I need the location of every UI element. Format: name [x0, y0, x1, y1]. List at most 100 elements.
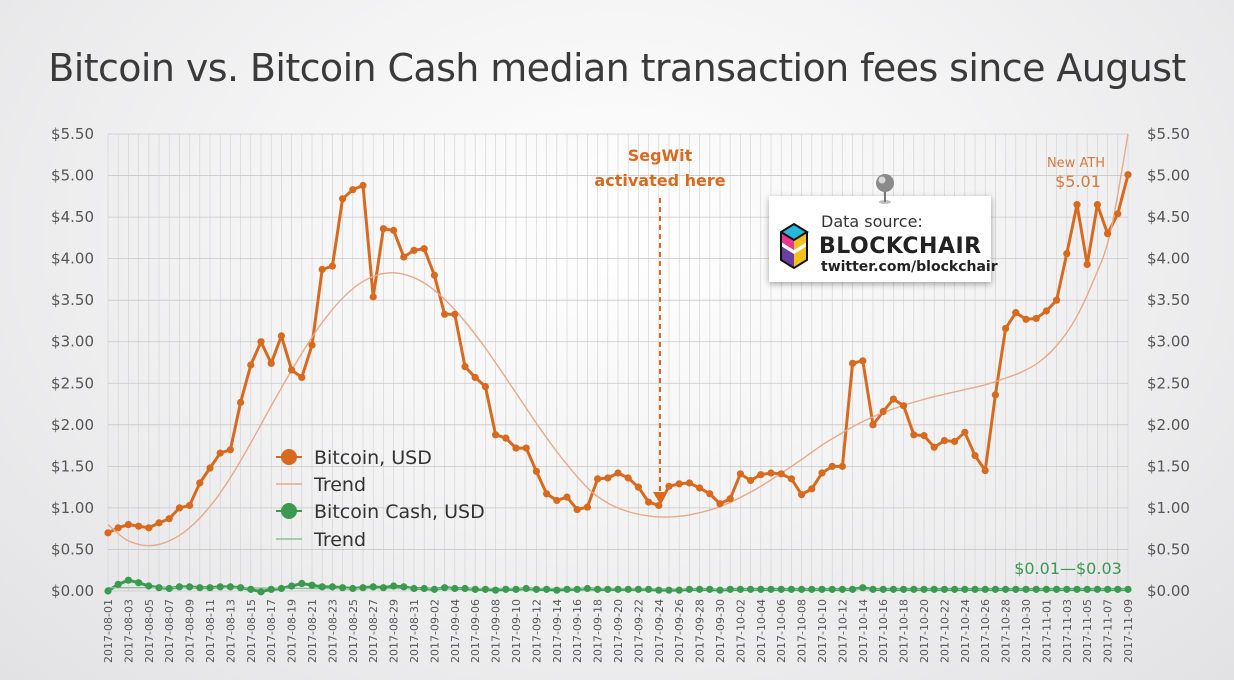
data-point-2: [247, 585, 255, 593]
data-point-0: [828, 462, 836, 470]
y-tick-left: $3.50: [51, 291, 94, 309]
data-point-0: [553, 496, 561, 505]
data-point-0: [461, 363, 469, 371]
bch-range-label: $0.01—$0.03: [1014, 559, 1122, 578]
data-point-2: [645, 585, 653, 593]
data-point-0: [910, 431, 918, 439]
data-point-0: [624, 474, 632, 482]
data-point-2: [471, 585, 479, 593]
data-point-2: [461, 584, 469, 593]
data-point-2: [124, 576, 132, 584]
x-tick: 2017-10-16: [877, 599, 890, 663]
data-point-0: [920, 432, 928, 440]
data-point-2: [614, 585, 622, 593]
data-point-2: [828, 585, 836, 593]
data-point-2: [400, 583, 408, 591]
data-point-2: [1002, 585, 1010, 593]
x-tick: 2017-08-11: [204, 599, 217, 663]
x-tick: 2017-11-01: [1040, 599, 1053, 663]
data-point-0: [400, 253, 408, 261]
chart-title: Bitcoin vs. Bitcoin Cash median transact…: [48, 46, 1186, 90]
x-tick: 2017-09-06: [469, 599, 482, 663]
data-point-2: [777, 585, 785, 593]
y-tick-left: $4.00: [51, 250, 94, 268]
x-tick: 2017-08-25: [347, 599, 360, 663]
series-points: [104, 171, 1132, 596]
data-point-0: [991, 391, 1000, 399]
legend-bitcoin-marker: [281, 449, 297, 465]
data-source-handle: twitter.com/blockchair: [821, 259, 998, 275]
data-point-2: [359, 584, 367, 592]
x-tick: 2017-08-19: [286, 599, 299, 663]
data-point-2: [512, 585, 520, 593]
y-tick-left: $2.50: [51, 374, 94, 392]
data-point-2: [155, 584, 163, 592]
data-point-2: [543, 585, 551, 593]
x-tick: 2017-09-04: [449, 599, 462, 663]
x-axis: 2017-08-01 2017-08-03 2017-08-05 2017-08-07…: [102, 599, 1135, 663]
data-point-2: [910, 585, 918, 593]
data-point-0: [961, 428, 969, 436]
data-point-2: [889, 585, 898, 593]
data-point-0: [492, 431, 500, 439]
data-point-0: [247, 361, 255, 369]
data-point-0: [379, 225, 387, 233]
data-point-0: [716, 500, 724, 508]
data-point-2: [492, 586, 500, 594]
segwit-label-line2: activated here: [594, 171, 725, 190]
y-tick-right: $2.00: [1147, 416, 1190, 434]
data-point-0: [736, 470, 745, 478]
data-point-2: [634, 585, 643, 593]
x-tick: 2017-08-05: [143, 599, 156, 663]
data-point-0: [940, 437, 949, 445]
data-point-0: [502, 434, 510, 442]
ath-label: New ATH: [1047, 156, 1105, 171]
data-point-0: [155, 519, 163, 527]
data-point-2: [716, 586, 724, 594]
data-point-0: [808, 485, 816, 493]
data-point-0: [481, 382, 489, 391]
data-point-2: [624, 585, 632, 593]
data-point-0: [675, 480, 683, 488]
y-tick-left: $0.00: [51, 582, 94, 600]
data-point-0: [726, 495, 734, 503]
data-point-2: [420, 584, 428, 593]
data-point-0: [114, 524, 122, 532]
x-tick: 2017-09-28: [694, 599, 707, 663]
data-point-0: [216, 449, 224, 457]
x-tick: 2017-08-31: [408, 599, 421, 663]
data-point-0: [583, 503, 592, 511]
data-point-2: [879, 585, 887, 593]
y-tick-left: $3.00: [51, 333, 94, 351]
x-tick: 2017-09-26: [673, 599, 686, 663]
data-point-2: [930, 585, 938, 593]
data-point-0: [441, 310, 449, 318]
data-point-2: [573, 585, 581, 593]
data-point-0: [787, 475, 796, 483]
data-point-2: [522, 584, 530, 593]
y-tick-left: $5.50: [51, 125, 94, 143]
data-source-box: Data source: BLOCKCHAIR twitter.com/bloc…: [769, 196, 998, 282]
data-point-0: [104, 529, 112, 537]
data-point-2: [1114, 585, 1122, 593]
data-point-0: [430, 271, 438, 279]
data-point-2: [308, 581, 316, 589]
x-tick: 2017-08-07: [163, 599, 176, 663]
data-point-2: [1063, 585, 1071, 593]
data-point-2: [757, 585, 765, 593]
data-point-0: [818, 469, 826, 477]
data-point-2: [145, 582, 153, 590]
data-point-0: [124, 520, 132, 529]
data-point-2: [583, 584, 592, 593]
data-point-0: [186, 501, 194, 510]
data-point-2: [318, 583, 326, 591]
data-point-0: [696, 484, 704, 492]
data-point-0: [594, 475, 602, 483]
data-point-2: [532, 585, 541, 593]
data-point-2: [288, 582, 296, 590]
data-point-2: [481, 585, 489, 593]
data-point-0: [226, 446, 234, 454]
x-tick: 2017-10-18: [898, 599, 911, 663]
legend-bitcoin-label: Bitcoin, USD: [314, 447, 432, 469]
data-point-0: [757, 471, 765, 479]
